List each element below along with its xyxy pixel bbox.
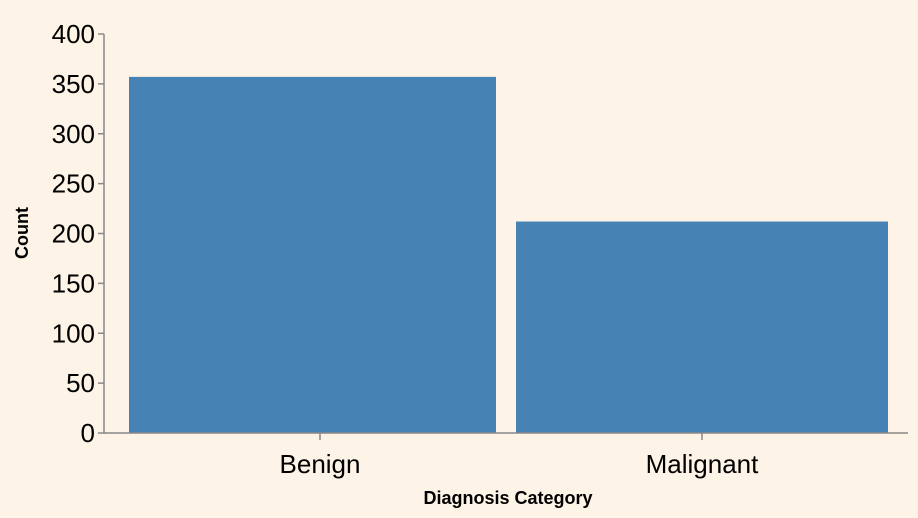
y-axis: 0 50 100 150 200 250 300 350 400 [52, 19, 105, 448]
y-tick-label: 300 [52, 119, 95, 149]
y-tick-label: 250 [52, 169, 95, 199]
y-tick-label: 350 [52, 69, 95, 99]
bars-group [129, 76, 888, 433]
bar-malignant [516, 221, 888, 433]
x-tick-label-benign: Benign [280, 449, 361, 479]
x-axis: Benign Malignant [104, 432, 908, 479]
y-axis-title: Count [12, 207, 32, 259]
y-tick-label: 150 [52, 268, 95, 298]
y-tick-label: 200 [52, 219, 95, 249]
y-tick-label: 0 [81, 418, 95, 448]
y-tick-label: 50 [66, 368, 95, 398]
y-tick-label: 100 [52, 318, 95, 348]
x-tick-label-malignant: Malignant [646, 449, 760, 479]
y-tick-label: 400 [52, 19, 95, 49]
bar-benign [129, 76, 496, 433]
x-axis-title: Diagnosis Category [423, 488, 592, 508]
